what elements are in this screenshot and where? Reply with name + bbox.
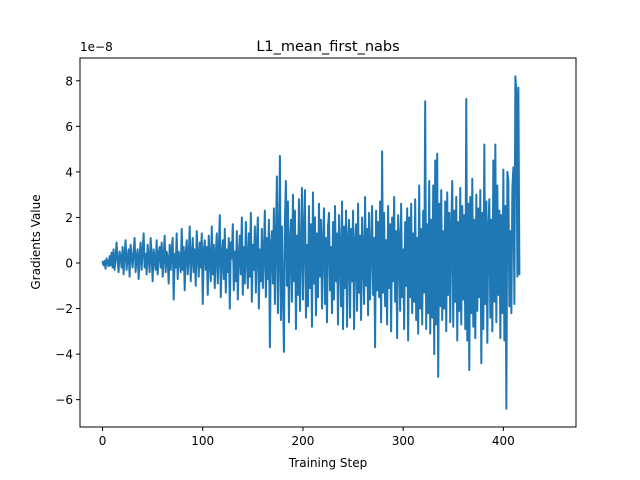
chart-title: L1_mean_first_nabs <box>256 39 399 55</box>
x-tick-label: 400 <box>492 434 515 448</box>
y-tick-label: 6 <box>65 120 73 134</box>
x-axis: 0 100 200 300 400 <box>99 427 515 448</box>
plot-frame <box>79 57 577 428</box>
y-tick-label: 0 <box>65 257 73 271</box>
x-tick-label: 100 <box>191 434 214 448</box>
series-line <box>101 75 521 410</box>
x-tick-label: 300 <box>392 434 415 448</box>
plot-area <box>101 75 521 410</box>
x-axis-title: Training Step <box>288 456 368 470</box>
y-axis-title: Gradients Value <box>29 194 43 289</box>
y-axis: −6 −4 −2 0 2 4 6 8 <box>55 74 80 407</box>
y-tick-label: 8 <box>65 74 73 88</box>
x-tick-label: 200 <box>291 434 314 448</box>
y-tick-label: −6 <box>55 393 73 407</box>
y-tick-label: −2 <box>55 302 73 316</box>
y-tick-label: 4 <box>65 165 73 179</box>
x-tick-label: 0 <box>99 434 107 448</box>
y-offset-label: 1e−8 <box>80 40 113 54</box>
y-tick-label: −4 <box>55 348 73 362</box>
y-tick-label: 2 <box>65 211 73 225</box>
